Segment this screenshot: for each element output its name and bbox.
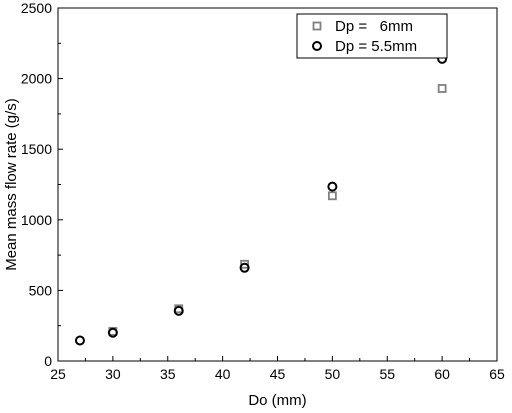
y-tick-label: 2500	[21, 0, 52, 16]
y-axis-title: Mean mass flow rate (g/s)	[3, 98, 20, 271]
x-tick-label: 40	[215, 366, 231, 382]
legend-marker	[312, 21, 322, 31]
data-point	[74, 335, 85, 346]
x-tick-label: 45	[270, 366, 286, 382]
series-2	[74, 53, 448, 346]
series-layer	[74, 53, 448, 346]
x-tick-label: 35	[160, 366, 176, 382]
x-axis-title: Do (mm)	[248, 392, 306, 409]
data-point	[107, 327, 118, 338]
data-point	[327, 181, 338, 192]
x-tick-label: 25	[50, 366, 66, 382]
series-1	[108, 84, 447, 336]
plot-frame	[57, 7, 498, 362]
x-tick-label: 65	[489, 366, 505, 382]
legend-label: Dp = 5.5mm	[335, 38, 417, 55]
plot-area	[57, 7, 498, 362]
x-tick-label: 30	[105, 366, 121, 382]
legend-box	[296, 13, 448, 59]
x-axis: 25 30 35 40 45 50 55 60 65	[50, 356, 505, 382]
x-tick-label: 55	[379, 366, 395, 382]
y-tick-label: 500	[29, 282, 53, 298]
y-tick-label: 2000	[21, 71, 52, 87]
data-point	[239, 262, 250, 273]
y-tick-label: 1500	[21, 141, 52, 157]
x-tick-label: 50	[325, 366, 341, 382]
data-point	[173, 305, 184, 316]
legend-marker	[312, 41, 322, 51]
y-tick-label: 1000	[21, 212, 52, 228]
data-point	[327, 191, 337, 201]
data-point	[437, 84, 447, 93]
x-tick-label: 60	[434, 366, 450, 382]
legend-label: Dp = 6mm	[335, 18, 413, 35]
y-tick-label: 0	[44, 353, 52, 369]
y-axis: 0 500 1000 1500 2000 2500	[21, 0, 63, 369]
legend: Dp = 6mm Dp = 5.5mm	[296, 13, 448, 59]
